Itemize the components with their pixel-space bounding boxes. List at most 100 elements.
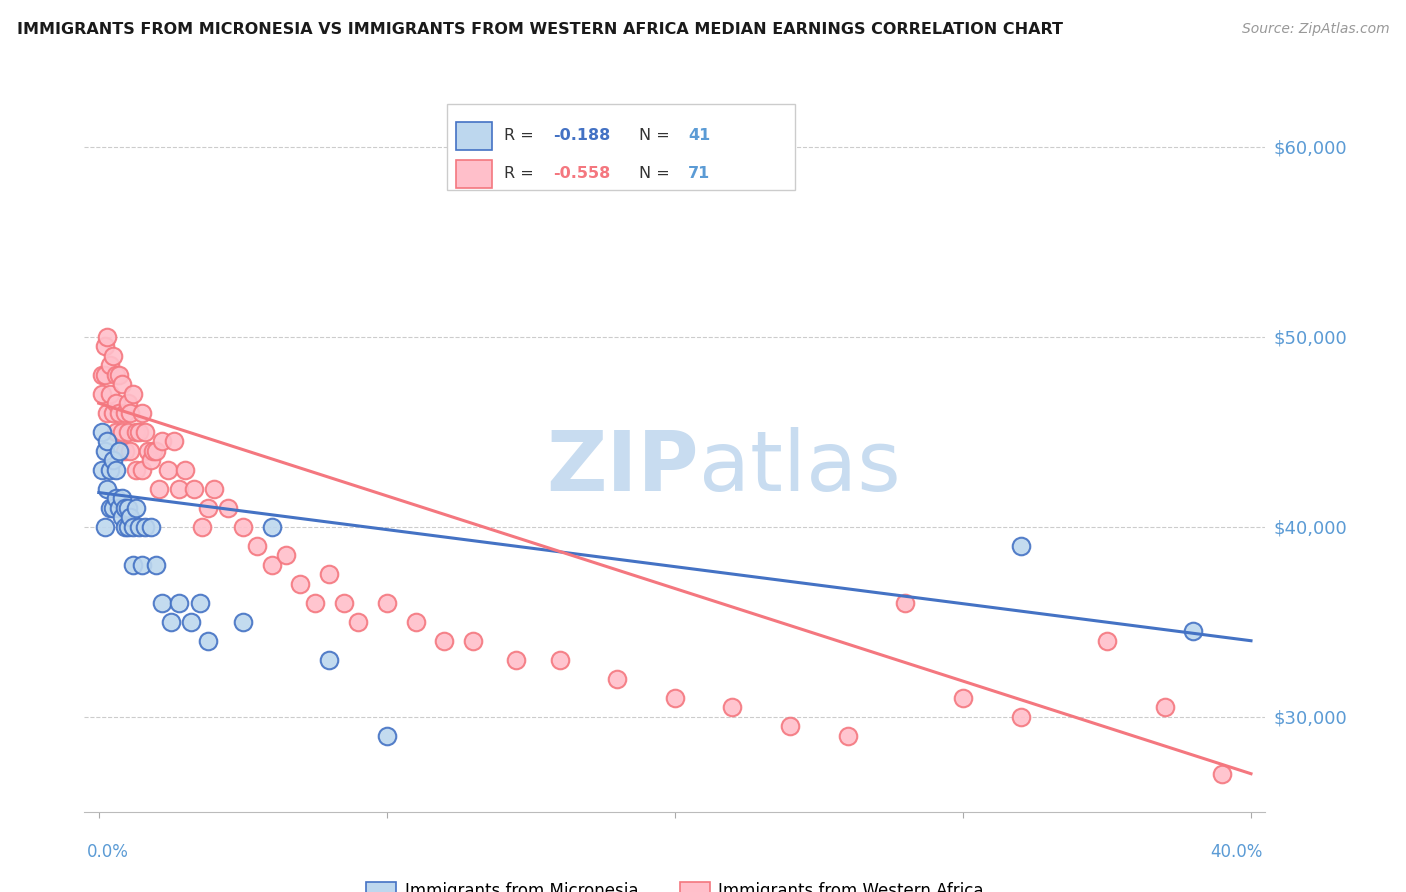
Point <box>93 443 115 458</box>
Point <box>117 500 139 515</box>
Point <box>131 406 153 420</box>
Point <box>169 482 191 496</box>
Point <box>105 368 128 382</box>
Point <box>169 596 191 610</box>
Point <box>120 406 142 420</box>
Text: 0.0%: 0.0% <box>87 843 129 861</box>
Point <box>105 491 128 506</box>
Point <box>111 425 134 439</box>
Point <box>318 653 340 667</box>
Point <box>114 443 136 458</box>
Point <box>117 425 139 439</box>
Point <box>98 463 121 477</box>
Text: Source: ZipAtlas.com: Source: ZipAtlas.com <box>1241 22 1389 37</box>
Point <box>191 520 214 534</box>
Point <box>375 729 398 743</box>
Point <box>105 425 128 439</box>
Text: -0.188: -0.188 <box>553 128 610 144</box>
Point <box>159 615 181 629</box>
Point <box>347 615 370 629</box>
Point <box>98 386 121 401</box>
Point <box>145 558 167 572</box>
Point <box>433 633 456 648</box>
Point <box>1182 624 1205 639</box>
Point <box>105 463 128 477</box>
Point <box>246 539 269 553</box>
Point <box>111 377 134 392</box>
Point <box>721 700 744 714</box>
Point <box>101 500 124 515</box>
Point <box>197 500 219 515</box>
Text: N =: N = <box>640 167 675 181</box>
Point <box>101 453 124 467</box>
Point <box>114 500 136 515</box>
Point <box>156 463 179 477</box>
Point <box>1153 700 1175 714</box>
FancyBboxPatch shape <box>457 160 492 188</box>
Point <box>505 653 527 667</box>
Text: 40.0%: 40.0% <box>1211 843 1263 861</box>
Text: R =: R = <box>503 167 538 181</box>
Point <box>108 368 131 382</box>
Point <box>304 596 326 610</box>
Point <box>463 633 485 648</box>
Point <box>117 396 139 410</box>
Point <box>606 672 628 686</box>
Point <box>274 548 297 562</box>
Point <box>131 463 153 477</box>
Point <box>108 443 131 458</box>
Point <box>114 406 136 420</box>
Text: ZIP: ZIP <box>546 427 699 508</box>
Point <box>217 500 239 515</box>
Point <box>1095 633 1118 648</box>
Point <box>150 596 173 610</box>
Point <box>98 358 121 372</box>
Point <box>96 434 118 449</box>
Point <box>108 500 131 515</box>
FancyBboxPatch shape <box>457 122 492 150</box>
Text: -0.558: -0.558 <box>553 167 610 181</box>
Point <box>232 520 254 534</box>
Point <box>90 368 112 382</box>
Point <box>96 482 118 496</box>
Point <box>134 520 156 534</box>
Point <box>122 520 145 534</box>
Point <box>128 520 150 534</box>
Point <box>150 434 173 449</box>
Point <box>183 482 205 496</box>
Point <box>952 690 974 705</box>
Point <box>120 510 142 524</box>
Point <box>96 406 118 420</box>
Point <box>90 463 112 477</box>
Point <box>120 443 142 458</box>
Point <box>96 330 118 344</box>
Point <box>90 386 112 401</box>
Point <box>142 443 165 458</box>
Point <box>548 653 571 667</box>
Point <box>114 520 136 534</box>
Point <box>837 729 859 743</box>
Text: atlas: atlas <box>699 427 900 508</box>
Point <box>180 615 202 629</box>
Point <box>405 615 427 629</box>
FancyBboxPatch shape <box>447 103 796 190</box>
Point <box>1010 710 1032 724</box>
Point <box>125 500 148 515</box>
Text: R =: R = <box>503 128 538 144</box>
Point <box>122 558 145 572</box>
Point <box>134 425 156 439</box>
Point <box>128 425 150 439</box>
Point <box>111 491 134 506</box>
Point <box>125 425 148 439</box>
Point <box>1211 766 1233 780</box>
Point <box>375 596 398 610</box>
Point <box>1010 539 1032 553</box>
Point <box>290 576 312 591</box>
Text: IMMIGRANTS FROM MICRONESIA VS IMMIGRANTS FROM WESTERN AFRICA MEDIAN EARNINGS COR: IMMIGRANTS FROM MICRONESIA VS IMMIGRANTS… <box>17 22 1063 37</box>
Point <box>145 443 167 458</box>
Point <box>232 615 254 629</box>
Point <box>93 520 115 534</box>
Point <box>101 406 124 420</box>
Point <box>93 339 115 353</box>
Point <box>202 482 225 496</box>
